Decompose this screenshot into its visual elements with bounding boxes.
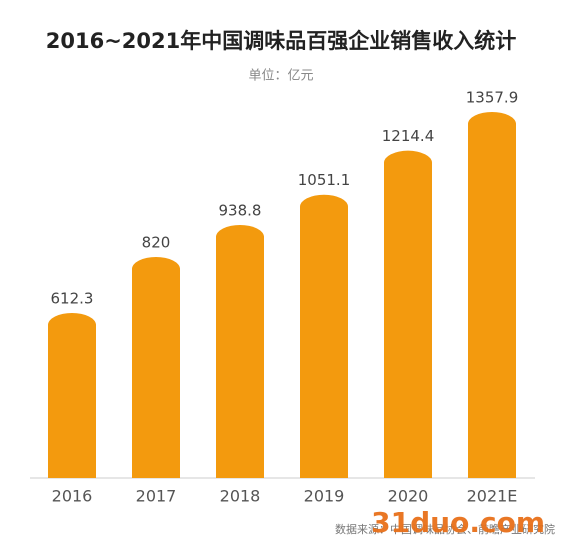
x-tick-label: 2017	[136, 487, 177, 506]
value-label: 1214.4	[382, 127, 435, 145]
bar	[48, 312, 96, 478]
value-label: 1051.1	[298, 171, 351, 189]
value-label: 938.8	[219, 201, 262, 219]
chart-subtitle: 单位：亿元	[248, 69, 313, 84]
value-label: 820	[142, 233, 171, 251]
watermark: 31duo.com	[371, 506, 545, 539]
x-tick-label: 2018	[220, 487, 261, 506]
bar	[468, 112, 516, 478]
value-label: 612.3	[51, 289, 94, 307]
source: 数据来源：中国调味品协会、前瞻产业研究院	[335, 522, 555, 536]
bar	[216, 224, 264, 478]
x-tick-label: 2019	[304, 487, 345, 506]
bar	[132, 256, 180, 478]
x-tick-label: 2016	[52, 487, 93, 506]
x-tick-label: 2021E	[467, 487, 518, 506]
bar	[384, 150, 432, 478]
bar	[300, 194, 348, 478]
value-label: 1357.9	[466, 89, 519, 107]
x-tick-label: 2020	[388, 487, 429, 506]
chart-title: 2016~2021年中国调味品百强企业销售收入统计	[46, 29, 517, 53]
